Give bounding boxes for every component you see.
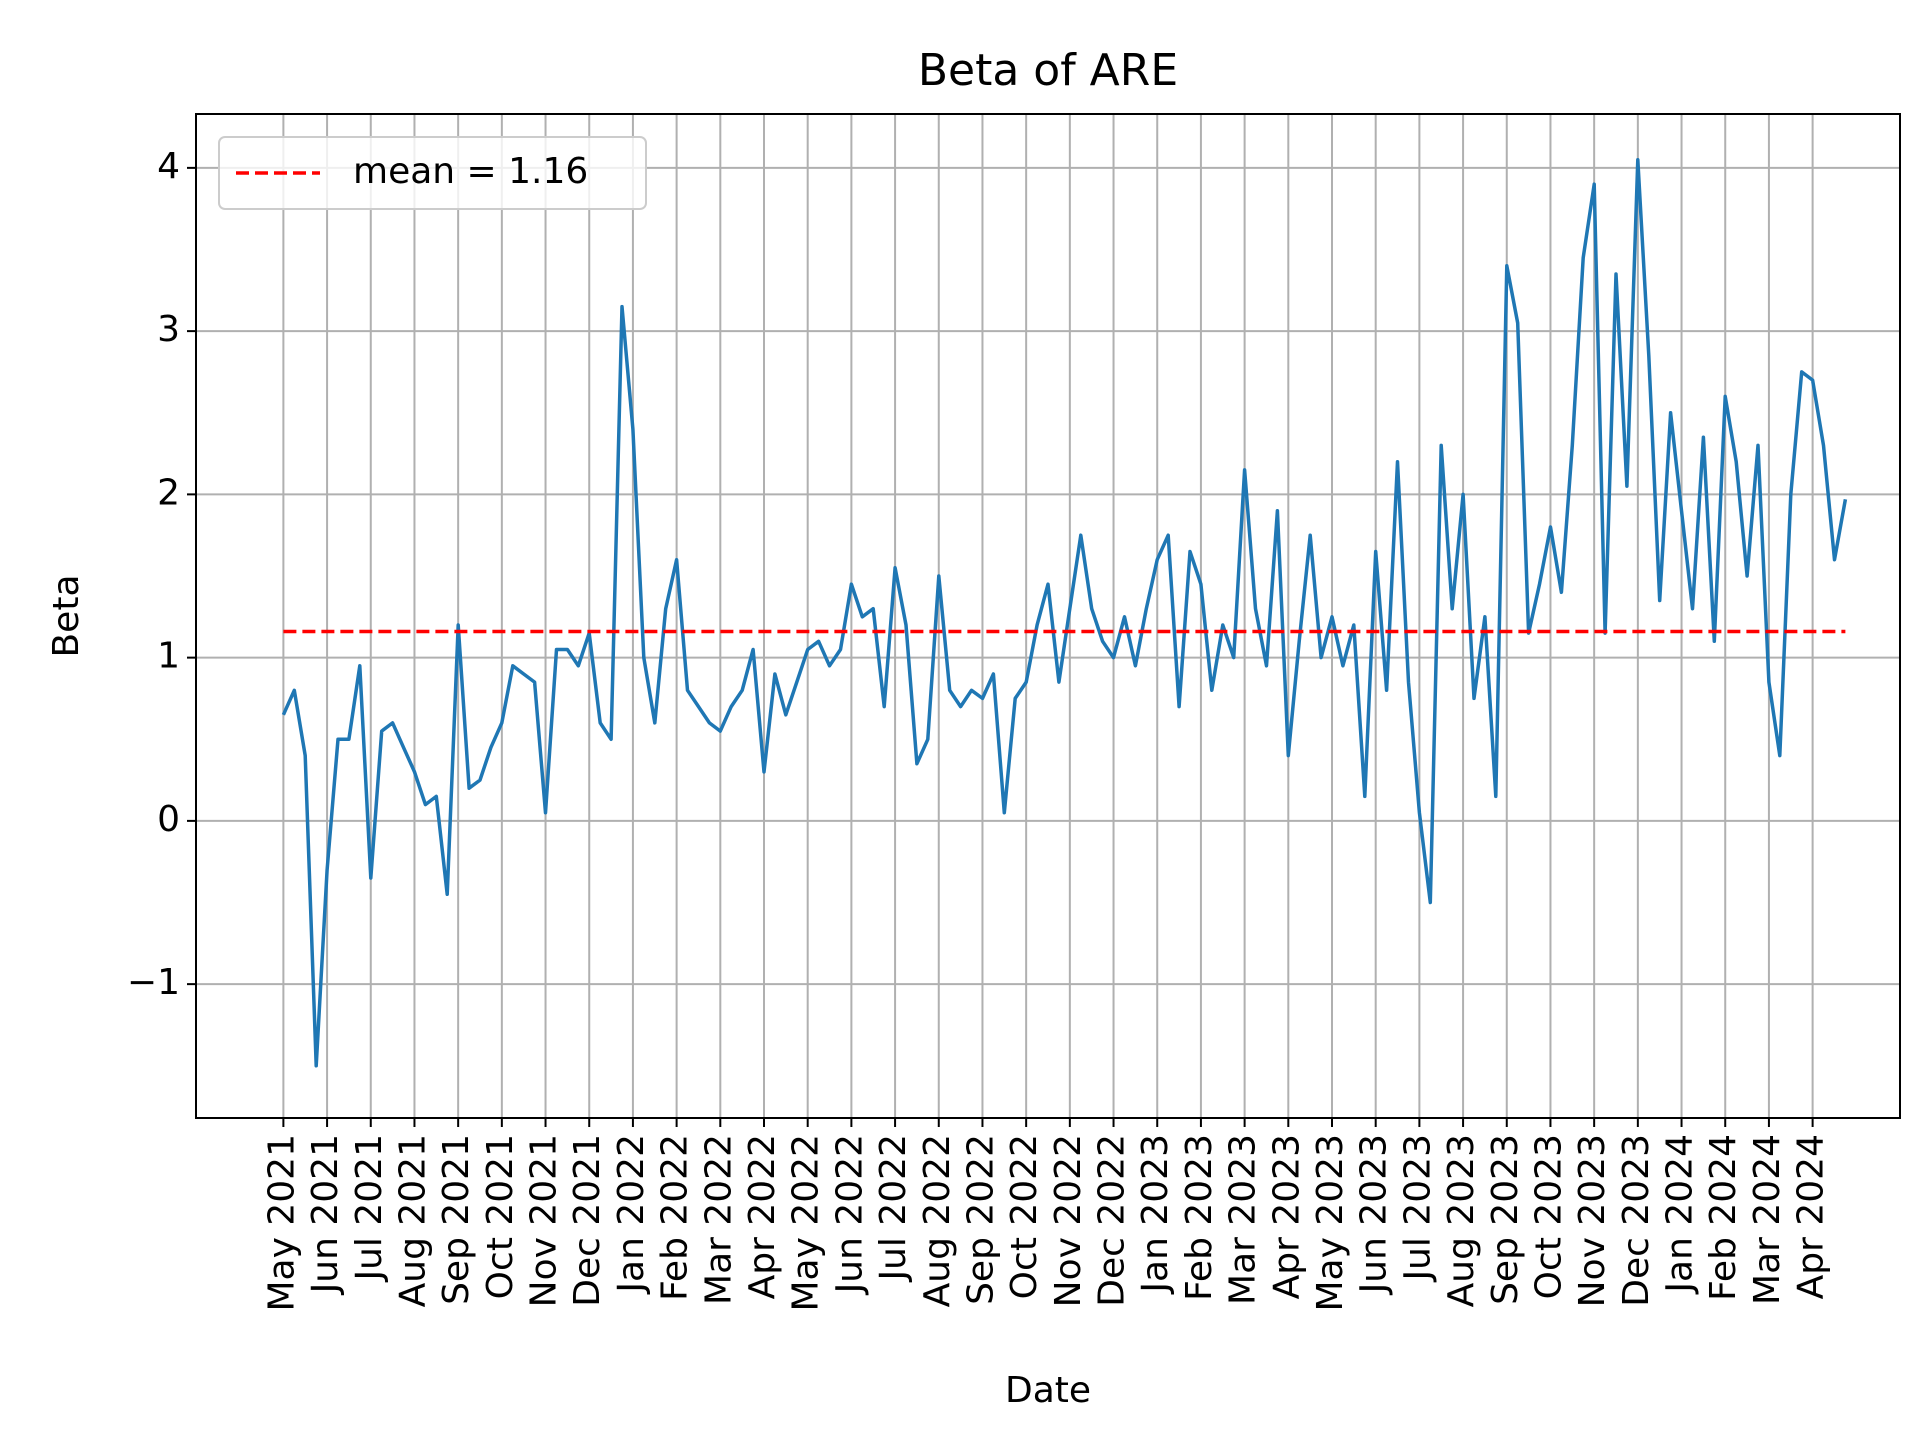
- x-tick-label: Oct 2021: [480, 1134, 521, 1299]
- x-tick-label: May 2022: [786, 1134, 827, 1312]
- x-tick-label: May 2023: [1310, 1134, 1351, 1312]
- x-axis-label: Date: [1005, 1370, 1091, 1411]
- x-tick-label: Jan 2024: [1660, 1134, 1701, 1295]
- legend-label: mean = 1.16: [353, 151, 588, 192]
- y-tick-label: 0: [157, 799, 180, 840]
- x-tick-label: Nov 2022: [1048, 1134, 1089, 1307]
- x-tick-label: Sep 2022: [960, 1134, 1001, 1305]
- x-tick-label: Apr 2024: [1791, 1134, 1832, 1299]
- y-tick-label: 4: [157, 146, 180, 187]
- data-line: [281, 157, 1848, 1068]
- x-tick-label: Jun 2022: [829, 1134, 870, 1295]
- x-tick-label: Apr 2023: [1266, 1134, 1307, 1299]
- x-tick-label: Aug 2023: [1441, 1134, 1482, 1307]
- legend: mean = 1.16: [218, 136, 647, 210]
- x-tick-label: Apr 2022: [742, 1134, 783, 1299]
- x-tick-label: Nov 2021: [524, 1134, 565, 1307]
- x-tick-label: Dec 2021: [567, 1134, 608, 1307]
- x-tick-label: Feb 2022: [655, 1134, 696, 1301]
- x-tick-label: May 2021: [261, 1134, 302, 1312]
- x-tick-label: Oct 2022: [1004, 1134, 1045, 1299]
- x-tick-label: Mar 2022: [698, 1134, 739, 1305]
- x-tick-label: Sep 2021: [436, 1134, 477, 1305]
- y-tick-label: 1: [157, 636, 180, 677]
- x-tick-label: Jan 2022: [611, 1134, 652, 1295]
- x-tick-label: Dec 2022: [1092, 1134, 1133, 1307]
- x-tick-label: Feb 2024: [1703, 1134, 1744, 1301]
- y-axis-label: Beta: [46, 574, 87, 657]
- x-tick-label: Oct 2023: [1528, 1134, 1569, 1299]
- x-tick-label: Dec 2023: [1616, 1134, 1657, 1307]
- x-tick-label: Nov 2023: [1572, 1134, 1613, 1307]
- x-tick-label: Mar 2024: [1747, 1134, 1788, 1305]
- y-tick-label: 2: [157, 472, 180, 513]
- x-tick-label: Sep 2023: [1485, 1134, 1526, 1305]
- y-tick-label: −1: [127, 962, 180, 1003]
- x-tick-label: Aug 2021: [392, 1134, 433, 1307]
- plot-frame: [195, 113, 1901, 1119]
- y-tick-label: 3: [157, 309, 180, 350]
- x-tick-label: Jul 2021: [349, 1134, 390, 1283]
- x-tick-label: Jun 2021: [305, 1134, 346, 1295]
- legend-box: [218, 136, 647, 210]
- x-tick-label: Mar 2023: [1223, 1134, 1264, 1305]
- x-tick-label: Jul 2023: [1397, 1134, 1438, 1283]
- x-tick-label: Jun 2023: [1354, 1134, 1395, 1295]
- x-tick-label: Jul 2022: [873, 1134, 914, 1283]
- chart-title: Beta of ARE: [918, 45, 1178, 96]
- x-tick-label: Jan 2023: [1135, 1134, 1176, 1295]
- x-tick-label: Feb 2023: [1179, 1134, 1220, 1301]
- x-tick-label: Aug 2022: [917, 1134, 958, 1307]
